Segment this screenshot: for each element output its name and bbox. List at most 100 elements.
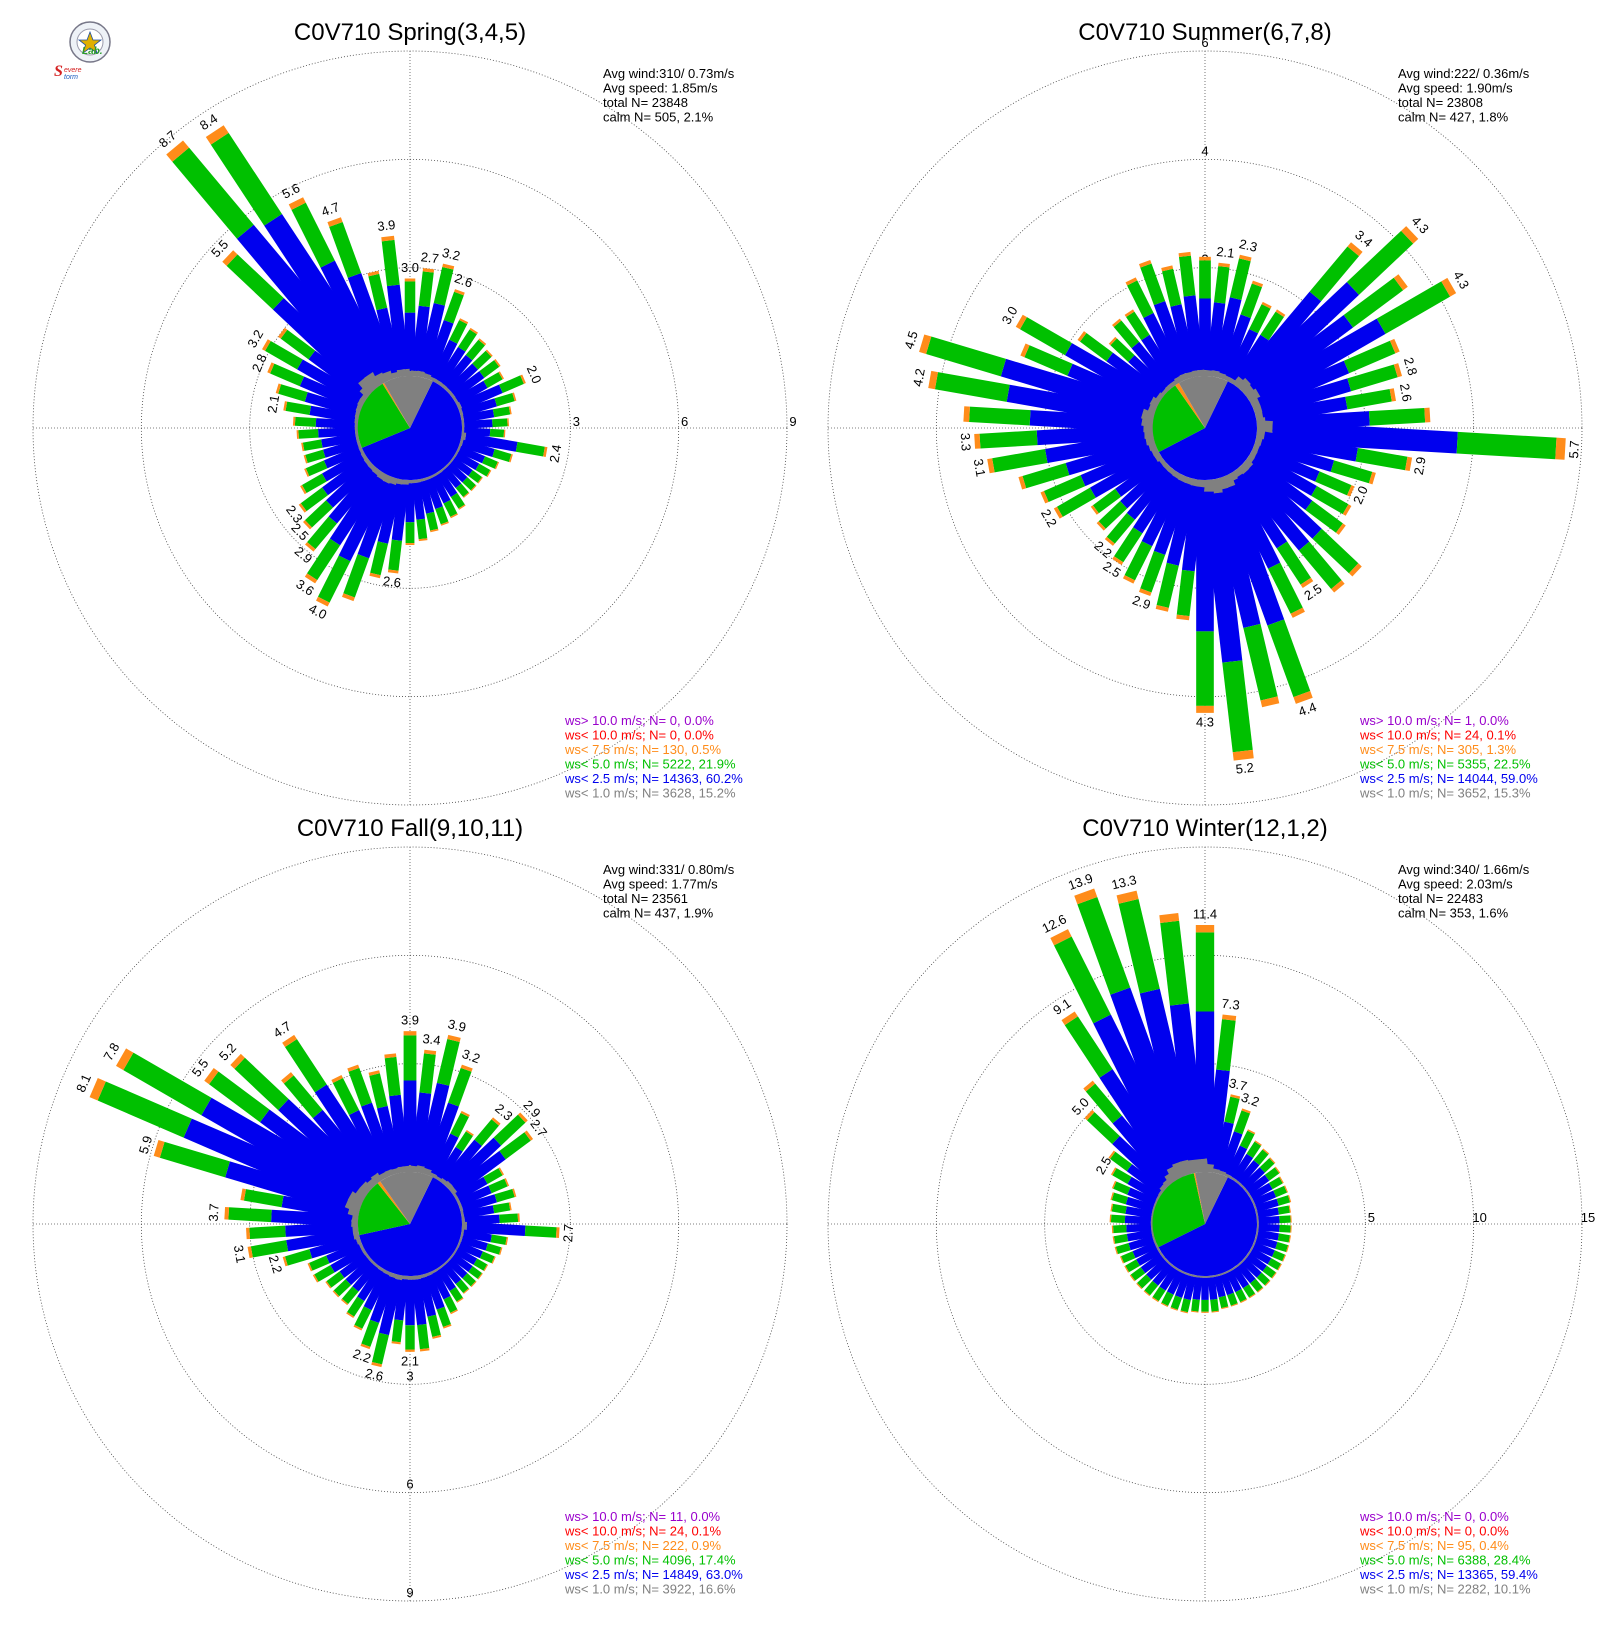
bar-segment-lt2_5 <box>416 1279 421 1324</box>
bar-segment-lt7_5 <box>309 1267 311 1268</box>
bar-segment-lt5 <box>1222 1297 1225 1308</box>
legend-entry: ws< 7.5 m/s; N= 222, 0.9% <box>564 1538 722 1553</box>
bar-segment-lt5 <box>1174 1297 1178 1309</box>
bar-segment-lt5 <box>336 224 355 275</box>
bar-segment-lt1 <box>458 406 461 407</box>
bar-segment-lt7_5 <box>1353 247 1357 251</box>
bar-segment-lt7_5 <box>1349 490 1352 491</box>
bar-segment-lt2_5 <box>1259 1220 1280 1221</box>
bar-segment-lt7_5 <box>236 1059 240 1063</box>
bar-segment-lt7_5 <box>1113 1185 1114 1186</box>
direction-bar <box>1257 1227 1292 1229</box>
ring-tick-label: 5 <box>1368 1210 1375 1225</box>
bar-segment-lt5 <box>1111 1219 1125 1220</box>
legend-entry: ws< 1.0 m/s; N= 2282, 10.1% <box>1359 1582 1531 1597</box>
stats-line: calm N= 505, 2.1% <box>603 110 714 125</box>
bar-segment-lt7_5 <box>1339 528 1342 530</box>
svg-text:evere: evere <box>64 67 82 74</box>
legend-entry: ws< 10.0 m/s; N= 24, 0.1% <box>1359 728 1517 743</box>
bar-value-label: 2.2 <box>351 1346 373 1366</box>
bar-value-label: 4.3 <box>1196 714 1214 729</box>
bar-value-label: 5.2 <box>1235 760 1255 777</box>
direction-bar <box>297 431 358 435</box>
bar-segment-lt5 <box>430 513 434 530</box>
bar-segment-lt2_5 <box>1211 1277 1214 1299</box>
bar-segment-lt5 <box>1023 323 1068 349</box>
bar-segment-lt2_5 <box>1037 432 1144 438</box>
bar-segment-lt1 <box>452 459 453 460</box>
bar-segment-lt5 <box>1114 1172 1129 1181</box>
bar-segment-lt5 <box>453 1070 466 1105</box>
bar-segment-lt7_5 <box>1407 232 1412 237</box>
bar-segment-lt5 <box>1112 1208 1126 1210</box>
bar-segment-lt1 <box>355 418 359 419</box>
bar-segment-lt7_5 <box>1131 280 1133 283</box>
bar-segment-lt2_5 <box>318 431 355 433</box>
bar-segment-lt1 <box>1175 1267 1176 1269</box>
bar-segment-lt5 <box>487 1247 500 1251</box>
bar-segment-lt7_5 <box>528 1135 530 1137</box>
bar-segment-lt5 <box>447 502 454 515</box>
bar-segment-lt2_5 <box>465 1219 500 1221</box>
bar-segment-lt5 <box>443 1040 453 1084</box>
bar-segment-lt1 <box>1234 1267 1235 1268</box>
bar-segment-lt7_5 <box>1113 1171 1114 1172</box>
bar-segment-lt7_5 <box>522 379 524 380</box>
direction-bar <box>246 1227 358 1234</box>
direction-bar <box>462 431 505 434</box>
chart-title: C0V710 Fall(9,10,11) <box>297 815 523 842</box>
bar-segment-lt5 <box>1236 260 1245 299</box>
bar-value-label: 4.3 <box>1450 268 1472 291</box>
bar-segment-lt5 <box>496 1193 514 1198</box>
bar-segment-lt7_5 <box>1139 1286 1140 1287</box>
bar-segment-lt7_5 <box>1274 1275 1275 1276</box>
legend-entry: ws< 2.5 m/s; N= 13365, 59.4% <box>1359 1567 1538 1582</box>
stats-line: calm N= 353, 1.6% <box>1398 906 1509 921</box>
bar-segment-lt7_5 <box>1336 585 1339 589</box>
bar-segment-lt7_5 <box>375 574 376 577</box>
bar-segment-lt1 <box>460 412 463 413</box>
legend-entry: ws< 2.5 m/s; N= 14044, 59.0% <box>1359 771 1538 786</box>
bar-segment-lt7_5 <box>1393 345 1397 347</box>
stats-line: calm N= 427, 1.8% <box>1398 110 1509 125</box>
bar-segment-lt7_5 <box>454 515 455 516</box>
bar-value-label: 3.9 <box>446 1016 467 1035</box>
bar-segment-lt7_5 <box>376 1363 377 1366</box>
bar-segment-lt7_5 <box>315 1278 317 1279</box>
bar-segment-lt5 <box>465 1276 473 1284</box>
bar-segment-lt7_5 <box>1302 694 1304 701</box>
bar-segment-lt5 <box>1113 1229 1126 1230</box>
bar-value-label: 2.6 <box>382 573 402 590</box>
stats-line: Avg speed: 1.85m/s <box>603 81 718 96</box>
bar-segment-lt5 <box>1165 1293 1171 1304</box>
bar-value-label: 3.1 <box>231 1244 249 1264</box>
bar-segment-lt5 <box>374 275 382 309</box>
bar-value-label: 2.7 <box>560 1224 576 1243</box>
bar-segment-lt5 <box>492 422 507 423</box>
bar-segment-lt5 <box>304 477 324 489</box>
bar-segment-lt1 <box>403 1166 404 1172</box>
bar-segment-lt5 <box>358 1308 367 1327</box>
bar-segment-lt7_5 <box>1246 1110 1247 1112</box>
legend-entry: ws< 1.0 m/s; N= 3922, 16.6% <box>564 1582 736 1597</box>
stats-line: total N= 22483 <box>1398 891 1483 906</box>
stats-line: Avg wind:340/ 1.66m/s <box>1398 862 1530 877</box>
bar-segment-lt5 <box>454 1115 464 1136</box>
bar-value-label: 2.4 <box>546 443 564 463</box>
bar-segment-lt5 <box>1244 1132 1251 1147</box>
bar-segment-lt1 <box>1250 1250 1252 1251</box>
bar-segment-lt1 <box>455 1250 457 1251</box>
bar-segment-lt5 <box>304 444 322 447</box>
bar-segment-lt7_5 <box>156 1148 162 1150</box>
bar-segment-lt7_5 <box>296 201 299 206</box>
bar-segment-lt7_5 <box>1252 1296 1253 1297</box>
bar-segment-lt5 <box>1262 1161 1272 1170</box>
bar-segment-lt7_5 <box>215 131 220 139</box>
chart-title: C0V710 Winter(12,1,2) <box>1082 815 1327 842</box>
calm-speed-pie <box>1152 1172 1257 1276</box>
bar-segment-lt1 <box>397 1275 398 1280</box>
bar-segment-lt2_5 <box>1258 1233 1278 1237</box>
legend-entry: ws< 5.0 m/s; N= 5222, 21.9% <box>564 757 736 772</box>
bar-segment-lt7_5 <box>348 595 349 599</box>
bar-segment-lt5 <box>1223 1020 1229 1070</box>
